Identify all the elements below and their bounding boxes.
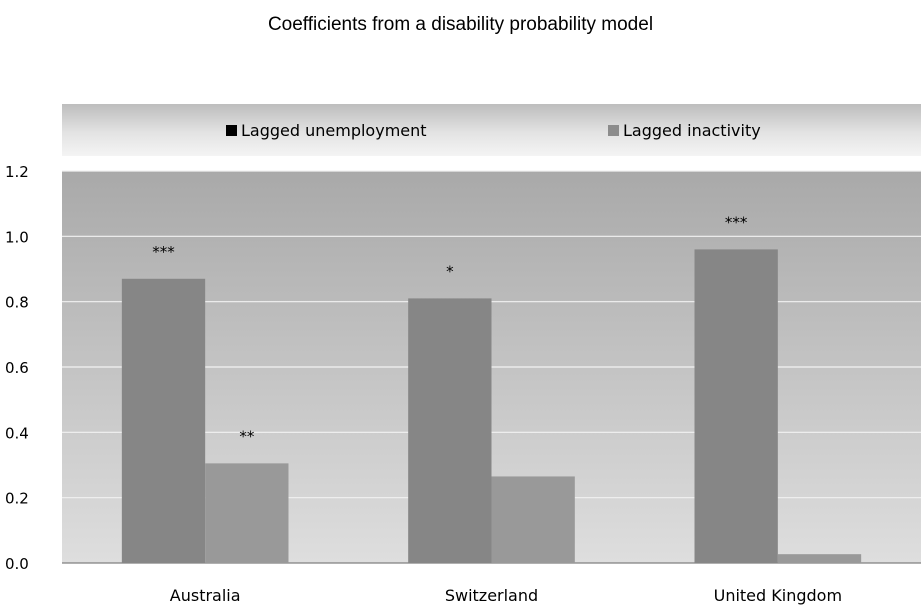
bar bbox=[777, 554, 862, 563]
y-tick-label: 1.2 bbox=[5, 163, 29, 181]
y-tick-label: 0.8 bbox=[5, 294, 29, 312]
x-tick-label: United Kingdom bbox=[714, 586, 842, 605]
legend: Lagged unemployment Lagged inactivity bbox=[62, 104, 921, 156]
bar bbox=[694, 249, 778, 563]
legend-label-inactivity: Lagged inactivity bbox=[623, 121, 761, 140]
bar bbox=[408, 298, 492, 563]
y-tick-label: 0.4 bbox=[5, 424, 29, 442]
y-tick-label: 0.6 bbox=[5, 359, 29, 377]
significance-label: *** bbox=[725, 213, 748, 231]
y-tick-label: 1.0 bbox=[5, 228, 29, 246]
y-tick-label: 0.2 bbox=[5, 490, 29, 508]
significance-label: * bbox=[446, 262, 454, 280]
x-tick-label: Switzerland bbox=[445, 586, 538, 605]
legend-swatch-unemployment bbox=[226, 125, 237, 136]
legend-label-unemployment: Lagged unemployment bbox=[241, 121, 427, 140]
legend-item-inactivity: Lagged inactivity bbox=[608, 121, 761, 140]
bar bbox=[121, 278, 206, 563]
significance-label: ** bbox=[239, 427, 255, 445]
significance-label: *** bbox=[152, 243, 175, 261]
legend-item-unemployment: Lagged unemployment bbox=[226, 121, 427, 140]
bar bbox=[205, 463, 289, 563]
bar bbox=[491, 476, 575, 563]
x-tick-label: Australia bbox=[170, 586, 241, 605]
legend-swatch-inactivity bbox=[608, 125, 619, 136]
chart-title: Coefficients from a disability probabili… bbox=[267, 14, 654, 35]
y-tick-label: 0.0 bbox=[5, 555, 29, 573]
